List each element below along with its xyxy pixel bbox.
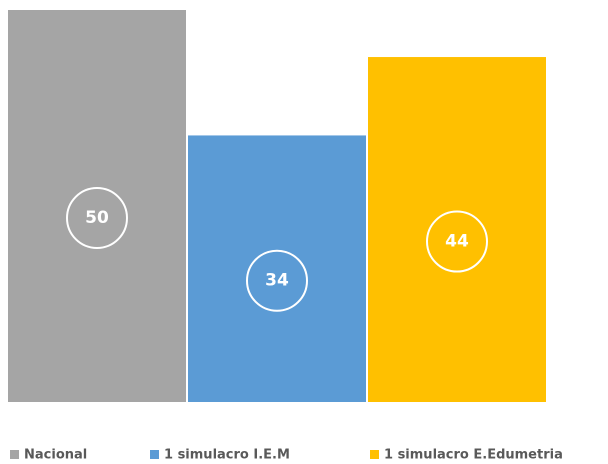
legend-label: 1 simulacro I.E.M	[164, 448, 290, 463]
legend-swatch	[150, 450, 159, 459]
bar	[188, 135, 366, 402]
legend-label: 1 simulacro E.Edumetria	[384, 448, 563, 463]
legend-swatch	[10, 450, 19, 459]
bar	[8, 10, 186, 402]
value-label-ring	[66, 187, 128, 249]
value-label-ring	[426, 210, 488, 273]
value-label-ring	[246, 249, 308, 312]
value-label: 44	[445, 232, 469, 252]
legend-label: Nacional	[24, 448, 87, 463]
value-label: 34	[265, 271, 289, 291]
value-label: 50	[85, 208, 109, 228]
legend-swatch	[370, 450, 379, 459]
bar	[368, 57, 546, 402]
